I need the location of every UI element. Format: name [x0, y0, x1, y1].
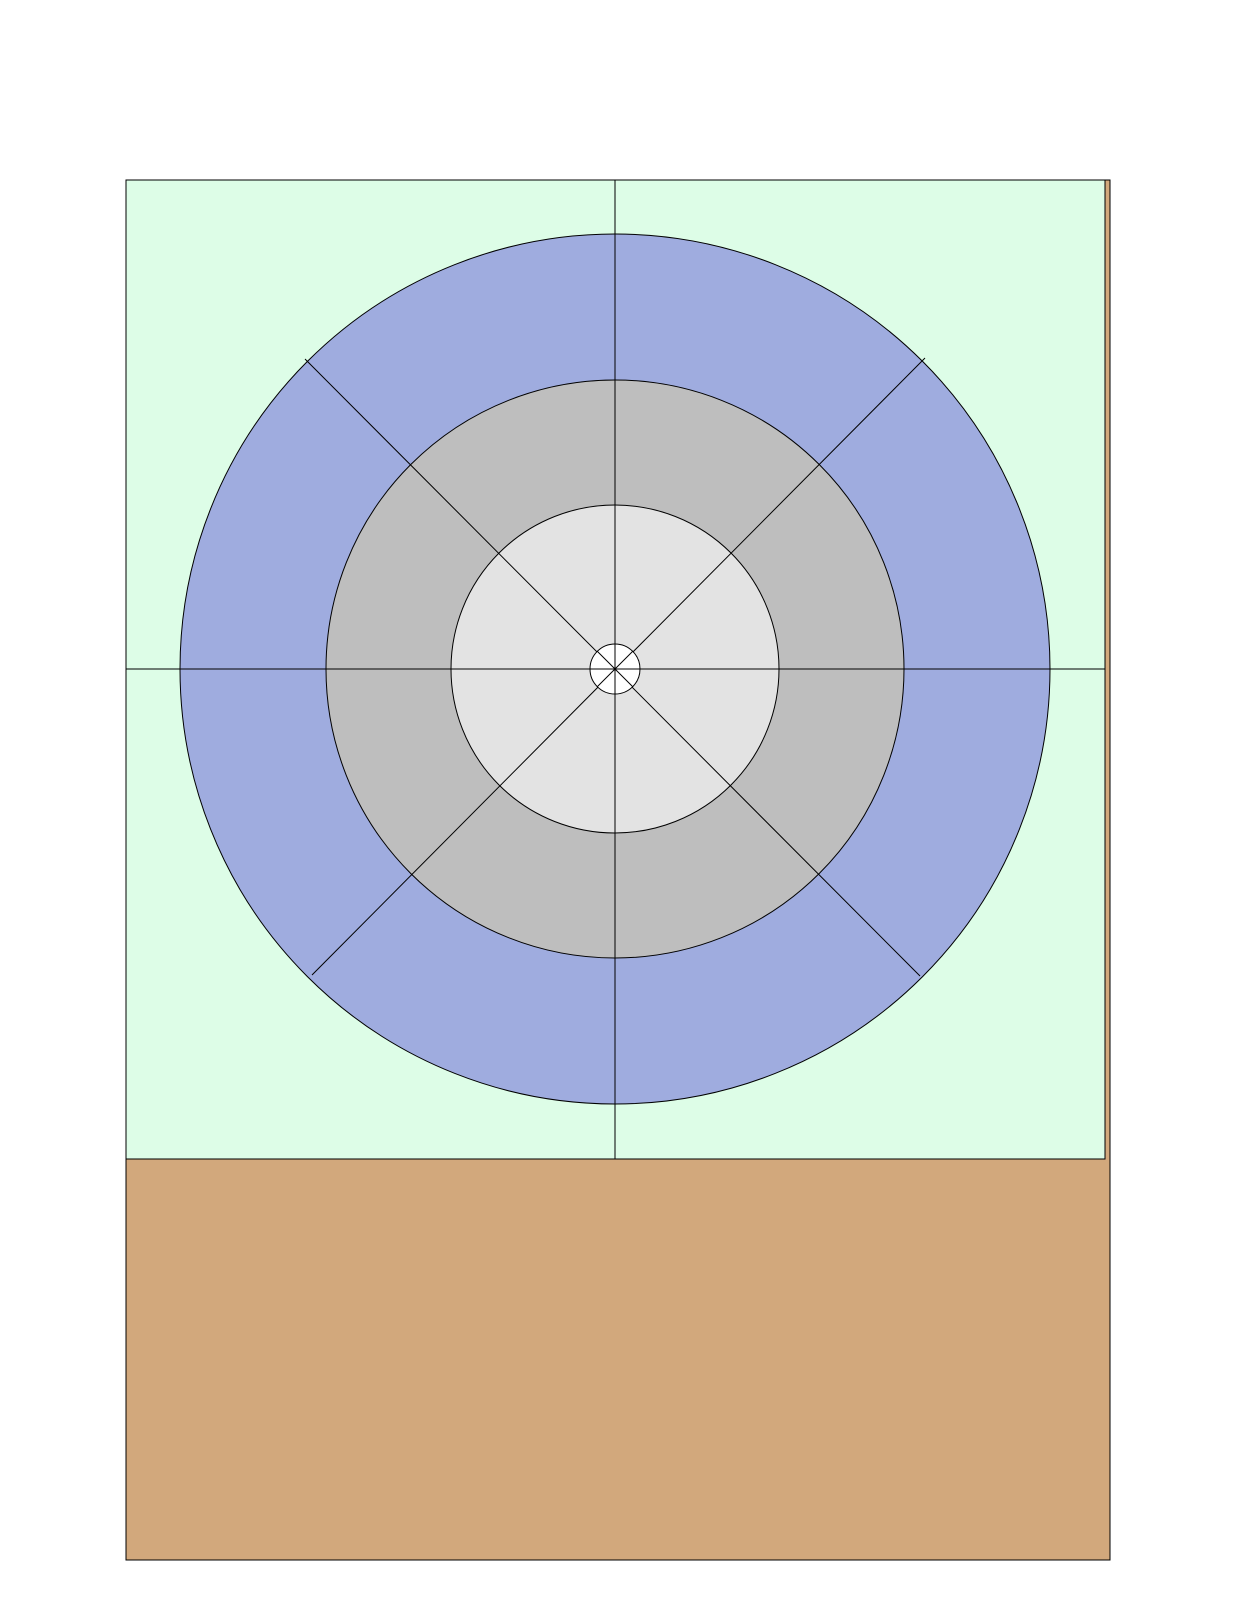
hub-spokes: [590, 644, 640, 694]
